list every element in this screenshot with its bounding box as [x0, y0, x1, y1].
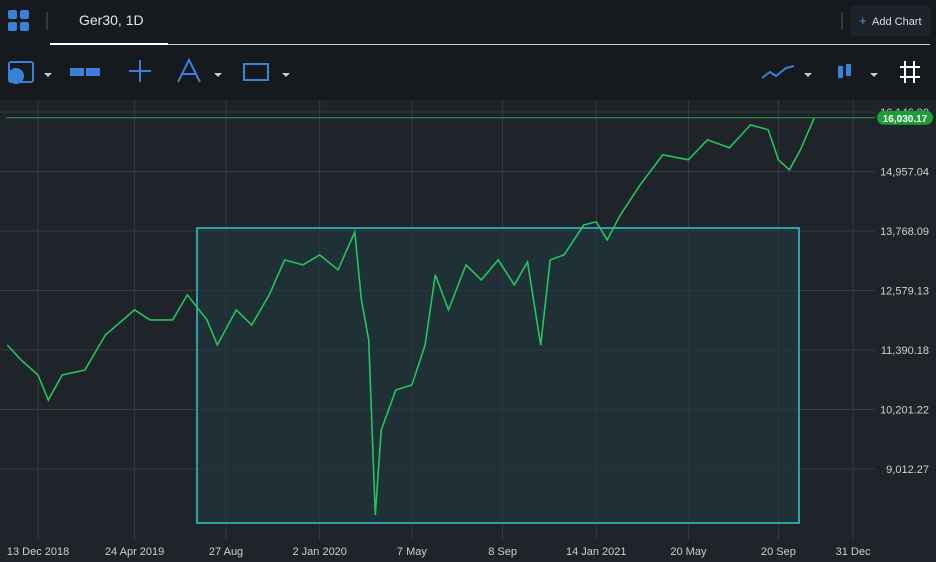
- x-tick-label: 2 Jan 2020: [292, 546, 346, 558]
- y-tick-label: 13,768.09: [880, 226, 929, 238]
- x-tick-label: 27 Aug: [209, 546, 243, 558]
- x-tick-label: 20 May: [670, 546, 707, 558]
- x-tick-label: 8 Sep: [488, 546, 517, 558]
- x-tick-label: 24 Apr 2019: [105, 546, 164, 558]
- tab-underline: [50, 43, 168, 45]
- layout-button[interactable]: [8, 10, 29, 31]
- price-axis: [875, 100, 936, 562]
- x-tick-label: 7 May: [397, 546, 427, 558]
- last-price-badge: [877, 110, 933, 125]
- fib-tool[interactable]: [177, 57, 201, 83]
- x-tick-label: 31 Dec: [836, 546, 871, 558]
- dropdown[interactable]: [804, 73, 812, 77]
- grid-toggle[interactable]: [900, 61, 920, 83]
- drawn-rectangle[interactable]: [196, 227, 800, 524]
- tab-title[interactable]: Ger30, 1D: [79, 12, 144, 28]
- dropdown[interactable]: [870, 73, 878, 77]
- y-tick-label: 9,012.27: [886, 464, 929, 476]
- price-line: [6, 117, 816, 516]
- chart-type-tool[interactable]: [838, 64, 851, 78]
- x-tick-label: 13 Dec 2018: [7, 546, 69, 558]
- last-price-label: 16,030.17: [883, 114, 928, 125]
- x-tick-label: 20 Sep: [761, 546, 796, 558]
- y-tick-label: 14,957.04: [880, 166, 929, 178]
- rectangle-tool[interactable]: [243, 63, 269, 81]
- range-tool[interactable]: [70, 68, 100, 76]
- dropdown[interactable]: [214, 73, 222, 77]
- dropdown[interactable]: [282, 73, 290, 77]
- add-chart-button[interactable]: [850, 6, 930, 36]
- crosshair-tool[interactable]: [129, 60, 151, 82]
- y-tick-label: 12,579.13: [880, 285, 929, 297]
- plus-icon: +: [859, 13, 867, 28]
- indicator-tool[interactable]: [761, 65, 795, 79]
- dropdown[interactable]: [44, 73, 52, 77]
- tab-line: [168, 44, 930, 45]
- y-tick-label: 10,201.22: [880, 404, 929, 416]
- calendar-tool[interactable]: [8, 61, 34, 84]
- x-tick-label: 14 Jan 2021: [566, 546, 627, 558]
- y-tick-label: 11,390.18: [881, 345, 929, 357]
- add-chart-label[interactable]: Add Chart: [872, 16, 922, 28]
